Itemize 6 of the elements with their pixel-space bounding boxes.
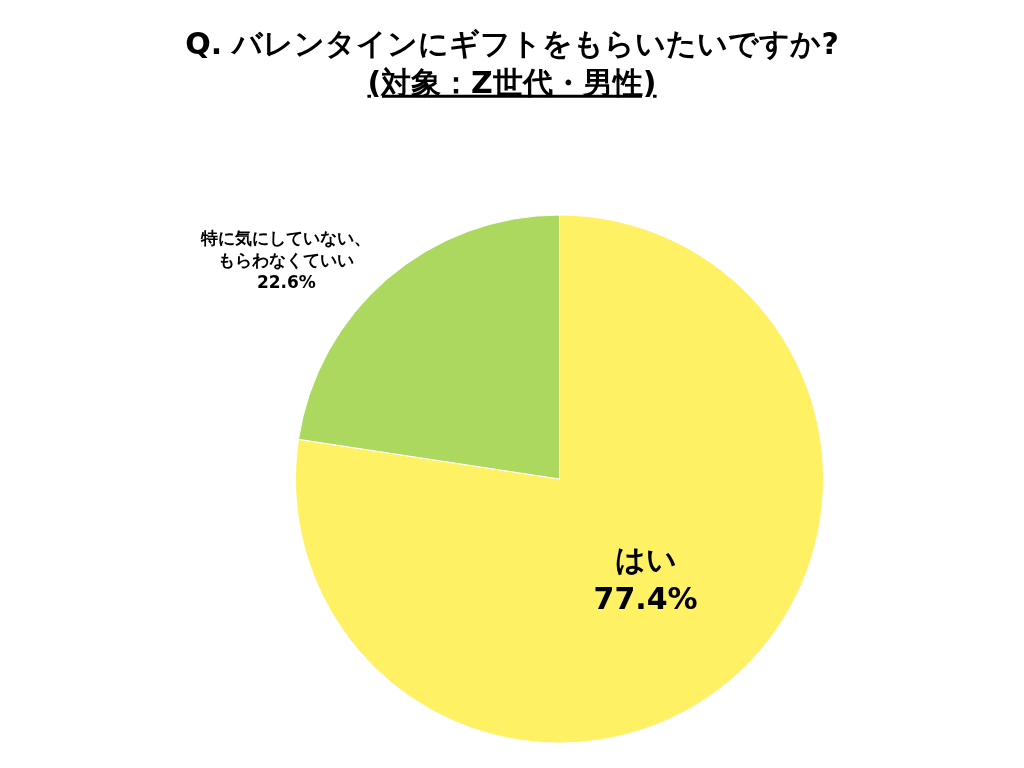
slice-label: はい [614,542,677,578]
slice-label: 特に気にしていない、もらわなくていい [200,228,372,271]
data-label: 22.6% [256,272,316,293]
data-label: 77.4% [593,581,698,617]
chart-title: Q. バレンタインにギフトをもらいたいですか? [185,25,839,61]
chart-subtitle: (対象：Z世代・男性) [367,64,657,100]
